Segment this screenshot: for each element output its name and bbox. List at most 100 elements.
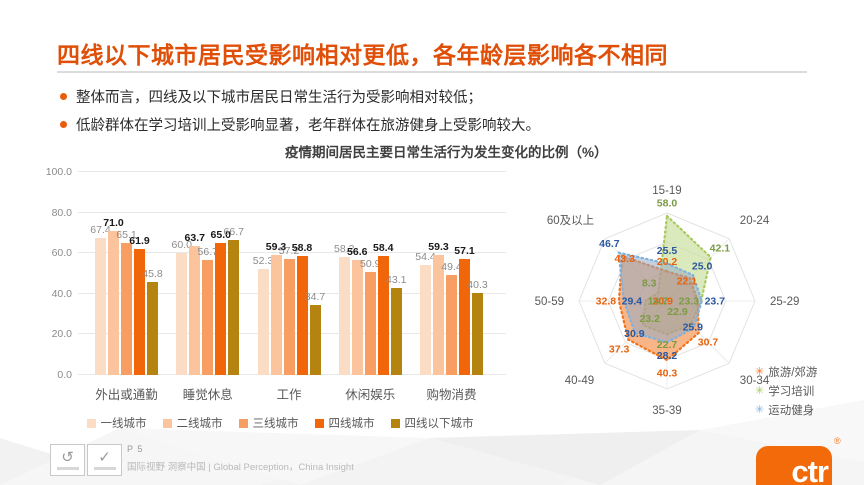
bar-value-label: 59.3 (265, 240, 287, 253)
y-tick-label: 100.0 (45, 166, 72, 178)
bar-column: 50.9 (360, 172, 380, 375)
bar-value-label: 56.7 (197, 245, 218, 258)
footer-tagline: 国际视野 洞察中国 | Global Perception，China Insi… (127, 462, 354, 473)
bar-group: 58.2 56.6 50.9 58.4 43.1 (334, 172, 406, 375)
bar-column: 59.3 (428, 172, 449, 375)
asterisk-marker-icon: ✳ (755, 365, 765, 378)
bar-value-label: 60.0 (171, 239, 192, 252)
bar-value-label: 58.4 (373, 242, 394, 255)
bar-value-label: 65.0 (210, 229, 231, 242)
bar-column: 34.7 (305, 172, 325, 375)
bar-column: 52.3 (253, 172, 273, 375)
bar (351, 260, 363, 375)
chart-title: 疫情期间居民主要日常生活行为发生变化的比例（%） (60, 141, 864, 162)
legend-label: 运动健身 (768, 405, 815, 417)
bar-column: 57.2 (279, 172, 299, 375)
bar-value-label: 66.7 (223, 225, 244, 238)
bar-value-label: 58.8 (291, 241, 313, 254)
bar-column: 59.3 (266, 172, 286, 375)
bar-value-label: 50.9 (360, 257, 381, 270)
asterisk-marker-icon: ✳ (755, 403, 765, 416)
legend-label: 三线城市 (252, 418, 299, 430)
legend-swatch (86, 418, 96, 428)
radar-axis-label: 30-34 (740, 375, 770, 387)
bar-groups: 67.4 71.0 65.1 61.9 45.8 60.0 63.7 56.7 65.0 66.7… (90, 172, 488, 375)
bar (377, 256, 389, 375)
legend-label: 学习培训 (768, 386, 815, 398)
bar-group: 54.4 59.3 49.4 57.1 40.3 (415, 172, 488, 375)
bar (420, 264, 431, 375)
bar-column: 45.8 (142, 172, 163, 375)
legend-item: 三线城市 (238, 415, 299, 431)
bar-column: 65.0 (211, 172, 231, 375)
radar-value-label: 25.9 (683, 321, 704, 333)
title-divider (57, 71, 807, 73)
bar-gridline (78, 211, 506, 213)
bar-column: 40.3 (467, 172, 488, 375)
radar-value-label: 23.7 (705, 296, 726, 308)
radar-value-label: 58.0 (657, 197, 678, 209)
bar-column: 57.1 (454, 172, 475, 375)
bar-group: 52.3 59.3 57.2 58.8 34.7 (253, 172, 325, 375)
bar-value-label: 71.0 (103, 216, 124, 229)
radar-value-label: 8.3 (642, 278, 657, 290)
bar (296, 255, 308, 375)
radar-chart: 15-19 20-24 25-29 30-34 35-39 40-49 50-59 60及以上… (535, 185, 800, 417)
radar-value-label: 23.3 (679, 296, 700, 308)
ctr-logo: ctr (756, 446, 832, 485)
radar-value-label: 22.9 (667, 306, 688, 318)
radar-value-label: 20.2 (657, 256, 678, 268)
bullet-text: 低龄群体在学习培训上受影响显著，老年群体在旅游健身上受影响较大。 (76, 118, 540, 134)
radar-value-label: 20.9 (653, 296, 674, 308)
legend-item: ✳ 学习培训 (755, 383, 817, 399)
bar-column: 49.4 (441, 172, 462, 375)
bar (472, 293, 483, 375)
bar-value-label: 67.4 (90, 224, 111, 237)
bar-value-label: 54.4 (415, 250, 436, 263)
bar (228, 239, 240, 375)
bar-group: 60.0 63.7 56.7 65.0 66.7 (172, 172, 244, 375)
radar-value-label: 14.7 (648, 296, 669, 308)
bar (257, 268, 269, 375)
radar-value-label: 30.7 (698, 337, 719, 349)
registered-trademark-icon: ® (834, 436, 841, 446)
bar-value-label: 52.3 (252, 254, 274, 267)
radar-axis-label: 60及以上 (547, 214, 594, 227)
bar-column: 58.8 (292, 172, 312, 375)
bar (134, 249, 145, 375)
certification-mark-icon: ↺ (50, 444, 85, 476)
legend-item: 四线以下城市 (390, 415, 474, 431)
bar (176, 253, 188, 375)
bar (364, 271, 376, 375)
radar-value-label: 29.4 (622, 296, 643, 308)
legend-label: 一线城市 (100, 418, 147, 430)
bar-column: 60.0 (172, 172, 192, 375)
bullet-dot-icon (60, 93, 67, 100)
category-label: 工作 (276, 388, 302, 402)
legend-item: 一线城市 (86, 415, 147, 431)
bar-value-label: 61.9 (129, 235, 150, 248)
bar-value-label: 57.2 (278, 244, 300, 257)
bar-gridline (78, 252, 506, 254)
radar-axis-label: 50-59 (535, 296, 564, 308)
category-label: 外出或通勤 (95, 388, 158, 402)
bar-value-label: 57.1 (454, 245, 475, 258)
bar (189, 245, 201, 375)
legend-label: 旅游/郊游 (768, 367, 818, 379)
bar (121, 242, 132, 375)
radar-value-label: 37.3 (609, 343, 630, 355)
bar (338, 256, 350, 375)
y-tick-label: 80.0 (51, 206, 72, 219)
radar-value-label: 22.7 (657, 339, 678, 351)
bar-value-label: 40.3 (467, 279, 488, 292)
legend-swatch (162, 418, 172, 428)
bar (215, 243, 227, 375)
bar (108, 230, 119, 375)
bar-value-label: 58.2 (334, 242, 355, 255)
bar (433, 254, 444, 375)
radar-value-label: 25.5 (657, 245, 678, 257)
radar-value-label: 28.2 (657, 350, 678, 362)
bar-value-label: 45.8 (142, 268, 163, 281)
legend-swatch (390, 418, 400, 428)
